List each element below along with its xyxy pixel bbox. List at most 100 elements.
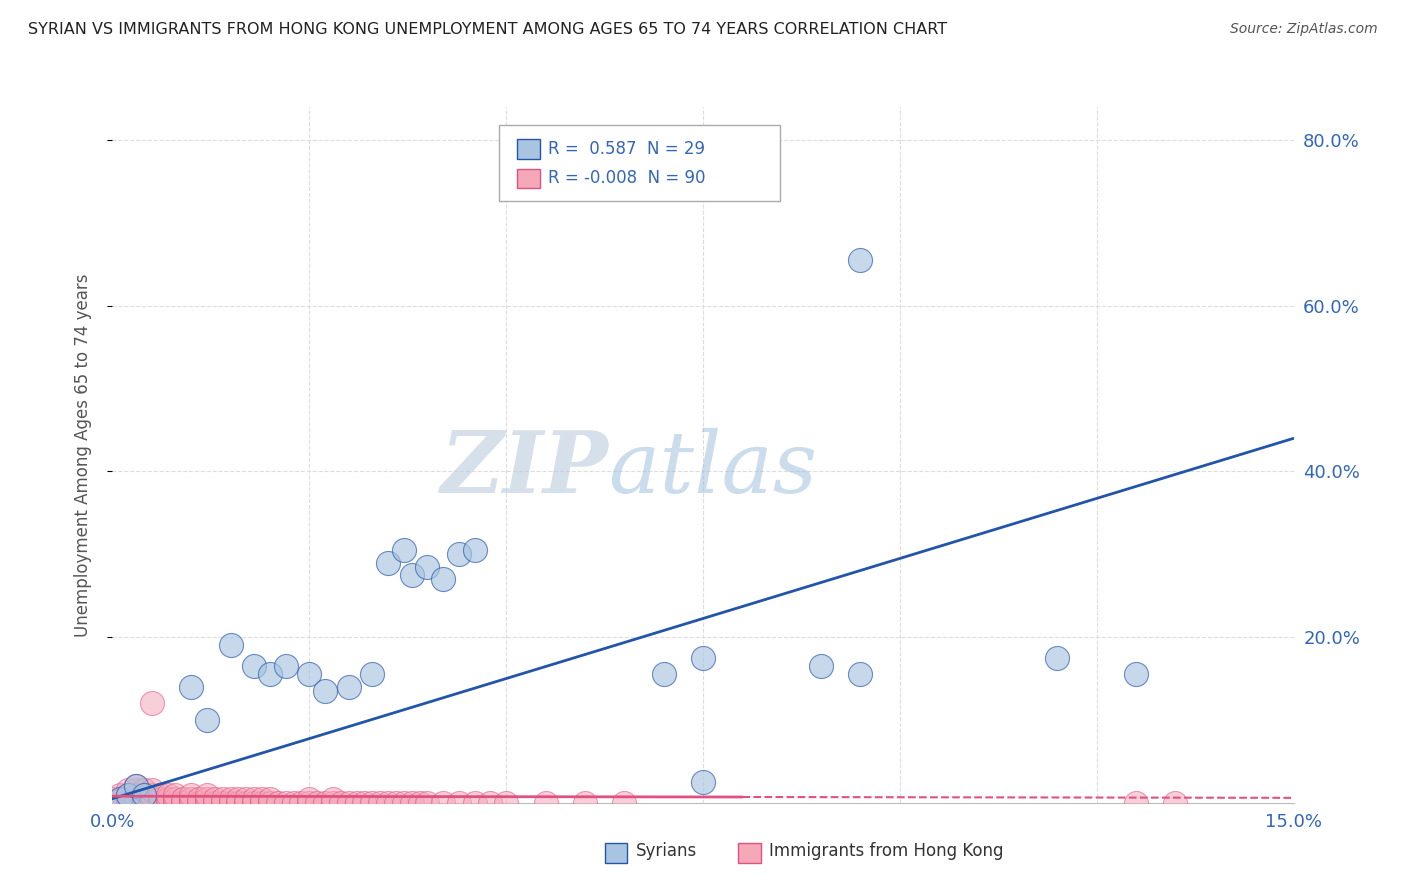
- Point: [219, 791, 242, 805]
- Point: [401, 796, 423, 810]
- Point: [188, 796, 211, 810]
- Point: [141, 783, 163, 797]
- Point: [219, 639, 242, 653]
- Point: [298, 791, 321, 805]
- Point: [377, 796, 399, 810]
- Point: [141, 697, 163, 711]
- Point: [141, 796, 163, 810]
- Point: [849, 667, 872, 681]
- Point: [132, 788, 155, 802]
- Point: [149, 791, 172, 805]
- Point: [1125, 796, 1147, 810]
- Point: [250, 796, 273, 810]
- Point: [101, 791, 124, 805]
- Point: [849, 253, 872, 268]
- Point: [534, 796, 557, 810]
- Point: [219, 796, 242, 810]
- Point: [464, 543, 486, 558]
- Point: [180, 796, 202, 810]
- Point: [117, 791, 139, 805]
- Point: [195, 791, 218, 805]
- Point: [259, 667, 281, 681]
- Point: [259, 791, 281, 805]
- Point: [574, 796, 596, 810]
- Point: [195, 788, 218, 802]
- Point: [314, 796, 336, 810]
- Point: [692, 775, 714, 789]
- Point: [156, 791, 179, 805]
- Point: [110, 796, 132, 810]
- Point: [283, 796, 305, 810]
- Point: [156, 796, 179, 810]
- Point: [110, 788, 132, 802]
- Point: [141, 788, 163, 802]
- Point: [447, 547, 470, 561]
- Point: [117, 783, 139, 797]
- Point: [290, 796, 312, 810]
- Point: [211, 791, 233, 805]
- Point: [235, 796, 257, 810]
- Point: [125, 788, 148, 802]
- Point: [353, 796, 375, 810]
- Point: [132, 788, 155, 802]
- Point: [408, 796, 430, 810]
- Point: [117, 788, 139, 802]
- Point: [298, 667, 321, 681]
- Point: [307, 796, 329, 810]
- Text: R = -0.008  N = 90: R = -0.008 N = 90: [548, 169, 706, 187]
- Point: [613, 796, 636, 810]
- Point: [188, 791, 211, 805]
- Point: [141, 791, 163, 805]
- Point: [810, 659, 832, 673]
- Point: [204, 791, 226, 805]
- Point: [432, 796, 454, 810]
- Point: [149, 796, 172, 810]
- Point: [361, 667, 384, 681]
- Point: [195, 713, 218, 727]
- Point: [416, 796, 439, 810]
- Text: Syrians: Syrians: [636, 842, 697, 860]
- Text: Source: ZipAtlas.com: Source: ZipAtlas.com: [1230, 22, 1378, 37]
- Point: [180, 788, 202, 802]
- Point: [267, 796, 290, 810]
- Point: [314, 684, 336, 698]
- Point: [392, 543, 415, 558]
- Point: [652, 667, 675, 681]
- Point: [235, 791, 257, 805]
- Point: [149, 788, 172, 802]
- Point: [125, 779, 148, 793]
- Point: [1164, 796, 1187, 810]
- Point: [250, 791, 273, 805]
- Point: [125, 779, 148, 793]
- Point: [464, 796, 486, 810]
- Point: [322, 791, 344, 805]
- Point: [156, 788, 179, 802]
- Point: [385, 796, 408, 810]
- Point: [117, 788, 139, 802]
- Point: [125, 796, 148, 810]
- Point: [243, 796, 266, 810]
- Point: [337, 680, 360, 694]
- Point: [274, 659, 297, 673]
- Point: [110, 791, 132, 805]
- Point: [416, 559, 439, 574]
- Point: [125, 783, 148, 797]
- Point: [479, 796, 502, 810]
- Point: [165, 796, 187, 810]
- Text: ZIP: ZIP: [440, 427, 609, 510]
- Point: [298, 796, 321, 810]
- Point: [132, 796, 155, 810]
- Point: [211, 796, 233, 810]
- Point: [274, 796, 297, 810]
- Y-axis label: Unemployment Among Ages 65 to 74 years: Unemployment Among Ages 65 to 74 years: [73, 273, 91, 637]
- Point: [228, 791, 250, 805]
- Text: SYRIAN VS IMMIGRANTS FROM HONG KONG UNEMPLOYMENT AMONG AGES 65 TO 74 YEARS CORRE: SYRIAN VS IMMIGRANTS FROM HONG KONG UNEM…: [28, 22, 948, 37]
- Point: [692, 651, 714, 665]
- Point: [259, 796, 281, 810]
- Point: [172, 791, 194, 805]
- Point: [401, 568, 423, 582]
- Point: [110, 791, 132, 805]
- Point: [195, 796, 218, 810]
- Point: [1046, 651, 1069, 665]
- Point: [368, 796, 391, 810]
